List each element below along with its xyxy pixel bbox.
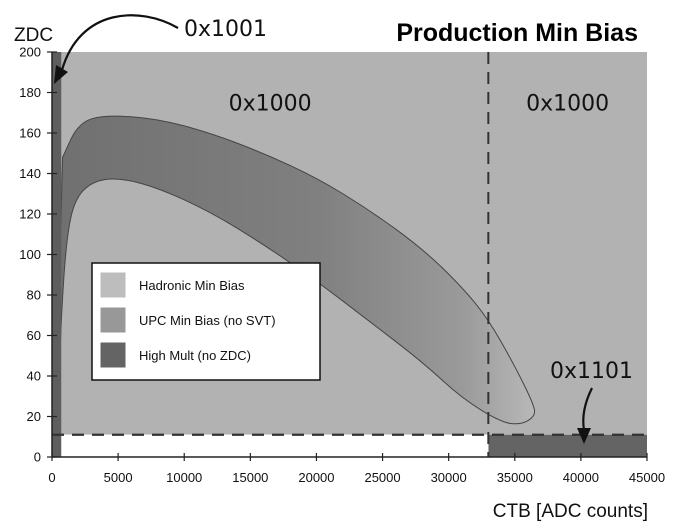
legend-swatch (100, 342, 126, 368)
legend-swatch (100, 272, 126, 298)
y-tick-label: 60 (27, 328, 41, 343)
y-tick-label: 140 (19, 166, 41, 181)
x-tick-label: 40000 (563, 470, 599, 485)
x-tick-label: 10000 (166, 470, 202, 485)
x-tick-label: 30000 (431, 470, 467, 485)
annotation-label: 0x1101 (550, 359, 633, 384)
y-tick-label: 120 (19, 207, 41, 222)
annotation-arrow-0x1001 (60, 14, 179, 71)
x-tick-label: 20000 (298, 470, 334, 485)
y-tick-label: 40 (27, 369, 41, 384)
legend-label: UPC Min Bias (no SVT) (139, 313, 276, 328)
y-tick-label: 20 (27, 409, 41, 424)
legend-label: High Mult (no ZDC) (139, 348, 251, 363)
annotation-label: 0x1000 (526, 92, 609, 117)
y-axis-label: ZDC (14, 25, 53, 46)
y-tick-label: 0 (34, 450, 41, 465)
annotation-label: 0x1000 (229, 92, 312, 117)
legend-swatch (100, 307, 126, 333)
y-tick-label: 160 (19, 126, 41, 141)
x-tick-label: 25000 (364, 470, 400, 485)
arrowhead-icon (577, 428, 591, 444)
y-tick-label: 200 (19, 45, 41, 60)
x-tick-label: 0 (48, 470, 55, 485)
legend-box (91, 262, 321, 381)
region-2 (488, 434, 647, 457)
y-tick-label: 100 (19, 247, 41, 262)
x-axis-label: CTB [ADC counts] (493, 501, 648, 522)
x-tick-label: 45000 (629, 470, 665, 485)
chart-title: Production Min Bias (396, 19, 638, 47)
arrowhead-icon (54, 65, 68, 84)
axes: 0 20 40 60 80 100 120 140 160 180 200 0 5000 10000 150… (19, 45, 665, 486)
cut-lines (52, 52, 647, 457)
band-outline (54, 115, 536, 447)
annotations: 0x1001 0x1000 0x1000 0x1101 (54, 14, 633, 444)
y-tick-label: 80 (27, 288, 41, 303)
y-tick-label: 180 (19, 85, 41, 100)
x-tick-label: 35000 (497, 470, 533, 485)
x-tick-label: 15000 (232, 470, 268, 485)
region-unshaded-strip (59, 434, 489, 457)
annotation-label: 0x1001 (184, 17, 267, 42)
annotation-arrow-0x1101 (582, 387, 593, 431)
legend-label: Hadronic Min Bias (139, 278, 245, 293)
x-tick-label: 5000 (104, 470, 133, 485)
legend: Hadronic Min Bias UPC Min Bias (no SVT) Hi… (91, 262, 321, 381)
